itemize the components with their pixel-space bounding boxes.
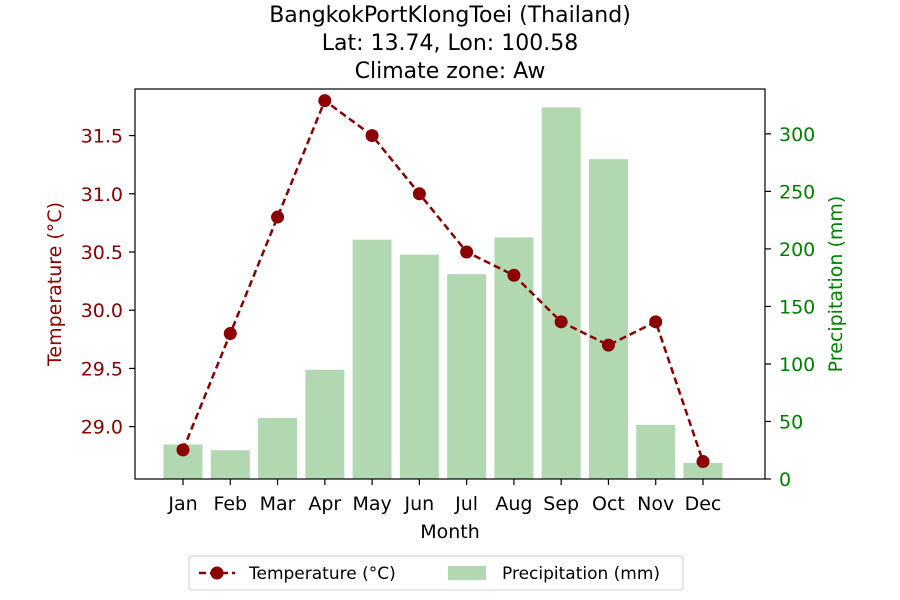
x-axis-ticks: Jan Feb Mar Apr May Jun Jul Aug Sep Oct Nov Dec bbox=[167, 479, 721, 515]
left-axis-ticks: 29.0 29.5 30.0 30.5 31.0 31.5 bbox=[81, 126, 135, 439]
temp-point-apr bbox=[318, 94, 332, 108]
left-tick-label: 29.5 bbox=[81, 358, 123, 380]
precip-bar-jul bbox=[447, 274, 487, 479]
temp-point-jan bbox=[176, 443, 190, 457]
right-axis-ticks: 0 50 100 150 200 250 300 bbox=[765, 124, 815, 491]
chart-title: BangkokPortKlongToei (Thailand) Lat: 13.… bbox=[269, 3, 631, 84]
x-tick-label-jun: Jun bbox=[404, 493, 435, 515]
legend-label-temperature: Temperature (°C) bbox=[248, 564, 396, 584]
temperature-line bbox=[176, 94, 710, 469]
chart-title-line-2: Lat: 13.74, Lon: 100.58 bbox=[322, 31, 578, 56]
y-axis-right-label: Precipitation (mm) bbox=[825, 196, 847, 373]
x-tick-label-apr: Apr bbox=[308, 493, 341, 515]
x-tick-label-oct: Oct bbox=[592, 493, 625, 515]
left-tick-label: 31.0 bbox=[81, 184, 123, 206]
precip-bar-feb bbox=[210, 450, 250, 479]
precipitation-bars bbox=[163, 107, 723, 480]
chart-title-line-1: BangkokPortKlongToei (Thailand) bbox=[269, 3, 631, 28]
right-tick-label: 300 bbox=[779, 124, 815, 146]
temp-point-sep bbox=[554, 315, 568, 329]
legend-bar-swatch bbox=[448, 566, 486, 580]
legend-label-precipitation: Precipitation (mm) bbox=[502, 564, 660, 584]
right-tick-label: 50 bbox=[779, 411, 803, 433]
precip-bar-jun bbox=[399, 254, 439, 479]
temp-point-feb bbox=[223, 326, 237, 340]
y-axis-left-label: Temperature (°C) bbox=[44, 202, 66, 367]
temp-point-dec bbox=[696, 455, 710, 469]
right-tick-label: 100 bbox=[779, 354, 815, 376]
precip-bar-sep bbox=[541, 107, 581, 480]
right-tick-label: 200 bbox=[779, 239, 815, 261]
x-tick-label-aug: Aug bbox=[495, 493, 532, 515]
right-tick-label: 0 bbox=[779, 469, 791, 491]
temp-point-oct bbox=[601, 338, 615, 352]
x-axis-label: Month bbox=[420, 521, 480, 543]
temp-point-jul bbox=[460, 245, 474, 259]
right-tick-label: 150 bbox=[779, 296, 815, 318]
precip-bar-mar bbox=[258, 418, 298, 479]
precip-bar-apr bbox=[305, 369, 345, 479]
temp-point-jun bbox=[412, 187, 426, 201]
legend: Temperature (°C) Precipitation (mm) bbox=[188, 555, 684, 591]
temp-point-mar bbox=[271, 210, 285, 224]
x-tick-label-feb: Feb bbox=[213, 493, 247, 515]
temp-point-aug bbox=[507, 268, 521, 282]
precip-bar-dec bbox=[683, 462, 723, 479]
temp-point-nov bbox=[649, 315, 663, 329]
legend-box bbox=[188, 555, 684, 591]
right-tick-label: 250 bbox=[779, 181, 815, 203]
left-tick-label: 31.5 bbox=[81, 126, 123, 148]
left-tick-label: 30.0 bbox=[81, 300, 123, 322]
x-tick-label-dec: Dec bbox=[685, 493, 722, 515]
x-tick-label-sep: Sep bbox=[543, 493, 579, 515]
temp-point-may bbox=[365, 129, 379, 143]
x-tick-label-jan: Jan bbox=[167, 493, 197, 515]
x-tick-label-nov: Nov bbox=[637, 493, 674, 515]
x-tick-label-mar: Mar bbox=[260, 493, 296, 515]
legend-marker-swatch bbox=[210, 566, 224, 580]
precip-bar-may bbox=[352, 239, 392, 479]
plot-frame bbox=[134, 88, 766, 480]
x-tick-label-jul: Jul bbox=[454, 493, 478, 515]
left-tick-label: 29.0 bbox=[81, 417, 123, 439]
precip-bar-oct bbox=[588, 159, 628, 479]
left-tick-label: 30.5 bbox=[81, 242, 123, 264]
x-tick-label-may: May bbox=[352, 493, 391, 515]
chart-title-line-3: Climate zone: Aw bbox=[355, 59, 546, 84]
precip-bar-nov bbox=[636, 424, 676, 479]
